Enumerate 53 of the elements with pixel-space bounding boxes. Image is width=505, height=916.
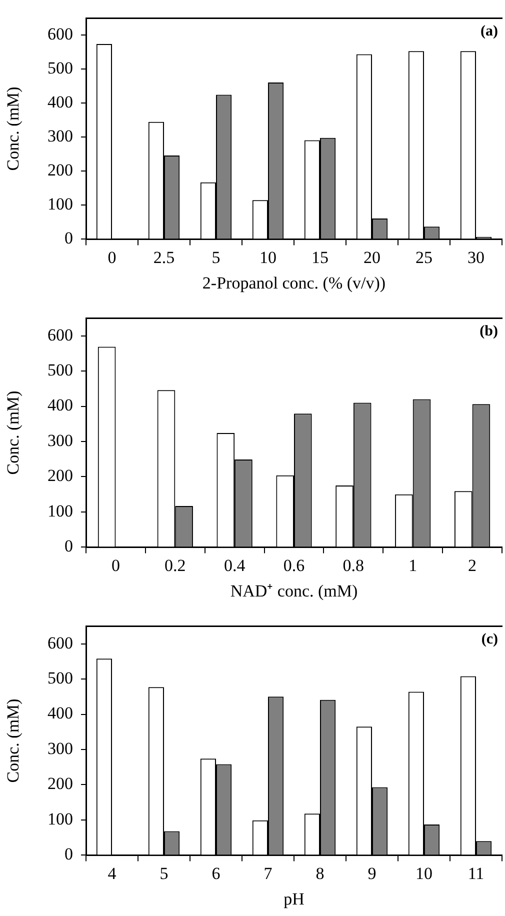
x-tick-label: 0.8: [342, 556, 364, 575]
y-tick-label: 600: [48, 325, 73, 344]
x-tick-label: 15: [312, 248, 328, 267]
x-tick-label: 11: [468, 864, 484, 883]
y-tick-label: 300: [48, 738, 73, 758]
y-axis-title: Conc. (mM): [4, 698, 23, 783]
x-tick-label: 7: [264, 864, 273, 883]
y-axis-title: Conc. (mM): [4, 390, 23, 475]
x-tick-label: 0: [111, 556, 120, 575]
y-tick-label: 500: [48, 360, 73, 380]
x-axis-title: NAD⁺ conc. (mM): [230, 581, 358, 600]
y-tick-label: 100: [48, 194, 73, 214]
x-tick-label: 2.5: [153, 248, 175, 267]
x-axis-title: 2-Propanol conc. (% (v/v)): [202, 273, 386, 292]
annotation: (c): [481, 632, 498, 648]
x-tick-label: 9: [368, 864, 376, 883]
y-tick-label: 500: [48, 58, 73, 78]
x-tick-label: 10: [416, 864, 432, 883]
x-tick-label: 20: [364, 248, 380, 267]
y-tick-label: 400: [48, 92, 73, 112]
x-tick-label: 0.6: [283, 556, 305, 575]
y-tick-label: 200: [48, 466, 73, 486]
x-tick-label: 5: [160, 864, 168, 883]
y-tick-label: 0: [64, 536, 73, 556]
x-tick-label: 2: [468, 556, 477, 575]
x-tick-label: 0.2: [164, 556, 186, 575]
y-tick-label: 300: [48, 430, 73, 450]
x-tick-label: 6: [212, 864, 220, 883]
y-axis-title: Conc. (mM): [4, 86, 23, 171]
y-tick-label: 400: [48, 704, 73, 723]
y-tick-label: 100: [48, 501, 73, 520]
x-tick-label: 0.4: [224, 556, 246, 575]
y-tick-label: 200: [48, 160, 73, 180]
x-tick-label: 0: [108, 248, 116, 267]
x-tick-label: 30: [468, 248, 484, 267]
y-tick-label: 0: [64, 228, 73, 248]
x-tick-label: 5: [212, 248, 220, 267]
y-tick-label: 300: [48, 126, 73, 146]
x-tick-label: 25: [416, 248, 432, 267]
x-tick-label: 4: [108, 864, 117, 883]
x-tick-label: 1: [408, 556, 418, 575]
y-tick-label: 500: [48, 668, 73, 688]
x-tick-label: 10: [260, 248, 276, 267]
x-tick-label: 8: [316, 864, 324, 883]
y-tick-label: 400: [48, 396, 73, 415]
y-tick-label: 100: [48, 809, 73, 828]
y-tick-label: 200: [48, 774, 73, 794]
y-tick-label: 600: [48, 24, 73, 44]
y-tick-label: 0: [64, 844, 73, 864]
annotation: (b): [480, 324, 498, 340]
x-axis-title: pH: [284, 889, 304, 908]
y-tick-label: 600: [48, 633, 73, 652]
annotation: (a): [480, 24, 498, 40]
